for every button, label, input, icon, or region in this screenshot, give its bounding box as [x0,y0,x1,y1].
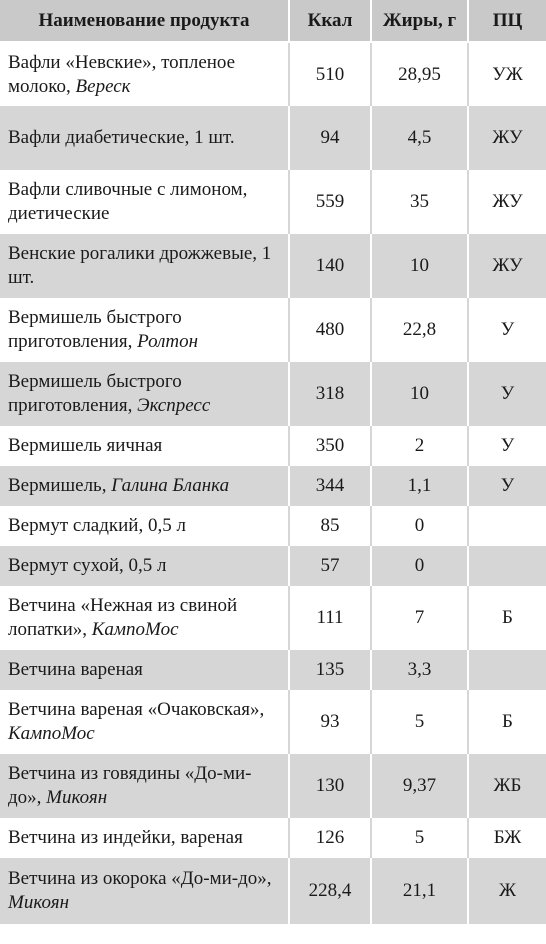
kcal-cell: 57 [288,546,371,586]
pc-cell: ЖБ [467,754,546,818]
table-row: Вермут сухой, 0,5 л 57 0 [0,546,546,586]
table-row: Ветчина вареная «Очаковская», КампоМос 9… [0,690,546,754]
fat-cell: 35 [370,170,468,234]
product-name: Вермут сухой, 0,5 л [0,546,289,586]
kcal-cell: 111 [288,586,371,650]
fat-cell: 21,1 [370,858,468,924]
product-name: Вермишель быстрого приготовления, Ролтон [0,298,289,362]
product-name: Вермишель, Галина Бланка [0,466,289,506]
header-row: Наименование продукта Ккал Жиры, г ПЦ [0,0,546,43]
table-row: Ветчина из индейки, вареная 126 5 БЖ [0,818,546,858]
product-name: Ветчина «Нежная из свиной лопатки», Камп… [0,586,289,650]
product-name: Вермишель быстрого приготовления, Экспре… [0,362,289,426]
kcal-cell: 93 [288,690,371,754]
kcal-cell: 135 [288,650,371,690]
header-fat: Жиры, г [370,0,469,43]
product-name: Венские рогалики дрожжевые, 1 шт. [0,234,289,298]
kcal-cell: 130 [288,754,371,818]
fat-cell: 28,95 [370,42,468,106]
kcal-cell: 126 [288,818,371,858]
table-row: Вафли диабетические, 1 шт. 94 4,5 ЖУ [0,106,546,170]
table-row: Венские рогалики дрожжевые, 1 шт. 140 10… [0,234,546,298]
table-row: Вермишель яичная 350 2 У [0,426,546,466]
product-name: Вафли «Невские», топленое молоко, Вереск [0,42,289,106]
pc-cell: У [467,426,546,466]
header-kcal: Ккал [288,0,372,43]
pc-cell: БЖ [467,818,546,858]
kcal-cell: 559 [288,170,371,234]
pc-cell: У [467,466,546,506]
pc-cell: Ж [467,858,546,924]
pc-cell: ЖУ [467,234,546,298]
table-row: Вермишель быстрого приготовления, Экспре… [0,362,546,426]
product-name: Ветчина из говядины «До-ми-до», Микоян [0,754,289,818]
table-row: Вермут сладкий, 0,5 л 85 0 [0,506,546,546]
fat-cell: 5 [370,690,468,754]
kcal-cell: 228,4 [288,858,371,924]
pc-cell: Б [467,586,546,650]
fat-cell: 10 [370,362,468,426]
product-name: Вафли диабетические, 1 шт. [0,106,289,170]
fat-cell: 0 [370,546,468,586]
pc-cell [467,546,546,586]
pc-cell [467,650,546,690]
pc-cell: УЖ [467,42,546,106]
kcal-cell: 480 [288,298,371,362]
table-row: Ветчина из говядины «До-ми-до», Микоян 1… [0,754,546,818]
nutrition-table: Наименование продукта Ккал Жиры, г ПЦ Ва… [0,0,546,924]
fat-cell: 10 [370,234,468,298]
fat-cell: 9,37 [370,754,468,818]
pc-cell: У [467,298,546,362]
product-name: Вермишель яичная [0,426,289,466]
pc-cell: ЖУ [467,106,546,170]
kcal-cell: 94 [288,106,371,170]
product-name: Вафли сливочные с лимоном, диетические [0,170,289,234]
pc-cell: ЖУ [467,170,546,234]
fat-cell: 1,1 [370,466,468,506]
kcal-cell: 510 [288,42,371,106]
product-name: Ветчина из индейки, вареная [0,818,289,858]
pc-cell [467,506,546,546]
table-row: Ветчина «Нежная из свиной лопатки», Камп… [0,586,546,650]
table-row: Вермишель быстрого приготовления, Ролтон… [0,298,546,362]
kcal-cell: 318 [288,362,371,426]
product-name: Ветчина вареная [0,650,289,690]
table-row: Вафли «Невские», топленое молоко, Вереск… [0,42,546,106]
fat-cell: 7 [370,586,468,650]
table-body: Вафли «Невские», топленое молоко, Вереск… [0,42,546,924]
product-name: Ветчина из окорока «До-ми-до», Микоян [0,858,289,924]
fat-cell: 22,8 [370,298,468,362]
header-pc: ПЦ [467,0,546,43]
fat-cell: 3,3 [370,650,468,690]
pc-cell: У [467,362,546,426]
fat-cell: 2 [370,426,468,466]
kcal-cell: 350 [288,426,371,466]
table-row: Ветчина из окорока «До-ми-до», Микоян 22… [0,858,546,924]
table-row: Вермишель, Галина Бланка 344 1,1 У [0,466,546,506]
kcal-cell: 344 [288,466,371,506]
product-name: Вермут сладкий, 0,5 л [0,506,289,546]
table-header: Наименование продукта Ккал Жиры, г ПЦ [0,0,546,43]
pc-cell: Б [467,690,546,754]
kcal-cell: 85 [288,506,371,546]
header-name: Наименование продукта [0,0,290,43]
table-row: Ветчина вареная 135 3,3 [0,650,546,690]
fat-cell: 4,5 [370,106,468,170]
fat-cell: 5 [370,818,468,858]
fat-cell: 0 [370,506,468,546]
product-name: Ветчина вареная «Очаковская», КампоМос [0,690,289,754]
kcal-cell: 140 [288,234,371,298]
table-row: Вафли сливочные с лимоном, диетические 5… [0,170,546,234]
